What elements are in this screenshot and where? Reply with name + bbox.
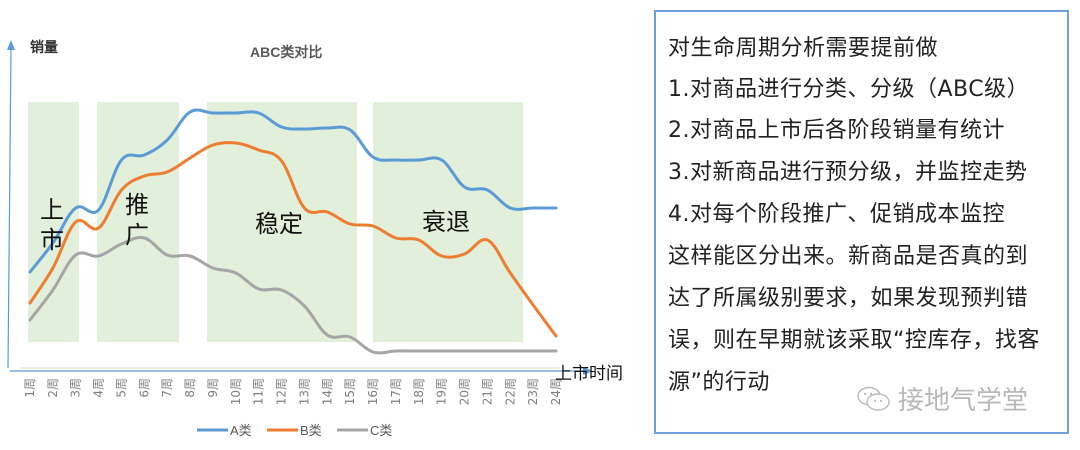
- x-tick-label: 8周: [183, 378, 197, 398]
- watermark-text: 接地气学堂: [898, 386, 1029, 416]
- notes-line-8: 误，则在早期就该采取“控库存，找客: [668, 328, 1040, 353]
- phase-band-decline: [373, 102, 523, 342]
- legend-label-a: A类: [230, 423, 252, 438]
- wechat-icon: [857, 386, 890, 411]
- legend: A类 B类 C类: [197, 423, 392, 438]
- x-tick-label: 21周: [480, 378, 494, 405]
- chart-title: ABC类对比: [250, 44, 322, 60]
- x-tick-label: 17周: [389, 378, 403, 405]
- x-tick-label: 5周: [114, 378, 128, 398]
- x-tick-label: 1周: [23, 378, 37, 398]
- x-tick-label: 11周: [252, 378, 266, 405]
- x-tick-label: 6周: [137, 378, 151, 398]
- legend-label-b: B类: [300, 423, 322, 438]
- phase-label-stable: 稳定: [255, 210, 303, 238]
- phase-label-promotion-1: 推: [125, 191, 149, 219]
- x-tick-label: 7周: [160, 378, 174, 398]
- x-tick-label: 23周: [526, 378, 540, 405]
- x-tick-label: 16周: [366, 378, 380, 405]
- series-line-c: [28, 236, 558, 355]
- x-tick-label: 4周: [92, 378, 106, 398]
- series-lines: [28, 108, 558, 355]
- y-axis-arrow-icon: [7, 40, 15, 50]
- x-tick-label: 15周: [343, 378, 357, 405]
- x-tick-label: 24周: [549, 378, 563, 405]
- x-tick-label: 13周: [297, 378, 311, 405]
- x-tick-label: 20周: [458, 378, 472, 405]
- phase-label-promotion-2: 广: [125, 221, 149, 249]
- x-tick-label: 10周: [229, 378, 243, 405]
- series-line-a: [28, 108, 558, 274]
- x-tick-label: 22周: [503, 378, 517, 405]
- y-axis-label: 销量: [30, 39, 58, 55]
- notes-line-4: 3.对新商品进行预分级，并监控走势: [668, 160, 1028, 185]
- phase-label-launch-1: 上: [40, 196, 64, 224]
- notes-line-5: 4.对每个阶段推广、促销成本监控: [668, 202, 1005, 227]
- legend-label-c: C类: [370, 423, 392, 438]
- watermark: 接地气学堂: [856, 380, 1028, 417]
- x-tick-label: 3周: [69, 378, 83, 398]
- x-tick-label: 18周: [412, 378, 426, 405]
- x-tick-label: 9周: [206, 378, 220, 398]
- x-tick-labels: 1周 2周 3周 4周 5周 6周 7周 8周 9周 10周 11周 12周 13周 14周 15周 16周 1…: [23, 378, 563, 405]
- phase-label-decline: 衰退: [422, 208, 470, 236]
- notes-panel: 对生命周期分析需要提前做 1.对商品进行分类、分级（ABC级） 2.对商品上市后…: [654, 10, 1069, 434]
- x-tick-label: 2周: [46, 378, 60, 398]
- x-axis-label: 上市时间: [555, 364, 623, 384]
- notes-line-9: 源”的行动: [668, 370, 770, 395]
- abc-comparison-chart: 1周 2周 3周 4周 5周 6周 7周 8周 9周 10周 11周 12周 13周 14周 15周 16周 1…: [7, 39, 623, 438]
- notes-line-2: 1.对商品进行分类、分级（ABC级）: [668, 77, 1030, 102]
- notes-line-6: 这样能区分出来。新商品是否真的到: [668, 244, 1029, 269]
- x-axis-arrow-icon: [583, 367, 593, 375]
- notes-line-1: 对生命周期分析需要提前做: [668, 36, 939, 61]
- series-line-b: [28, 141, 558, 338]
- phase-label-launch-2: 市: [40, 226, 64, 254]
- x-tick-label: 14周: [320, 378, 334, 405]
- y-axis: [7, 47, 12, 369]
- x-tick-label: 12周: [275, 378, 289, 405]
- notes-line-3: 2.对商品上市后各阶段销量有统计: [668, 118, 1005, 143]
- notes-line-7: 达了所属级别要求，如果发现预判错: [668, 286, 1029, 311]
- phase-band-launch: [28, 102, 79, 342]
- x-tick-label: 19周: [435, 378, 449, 405]
